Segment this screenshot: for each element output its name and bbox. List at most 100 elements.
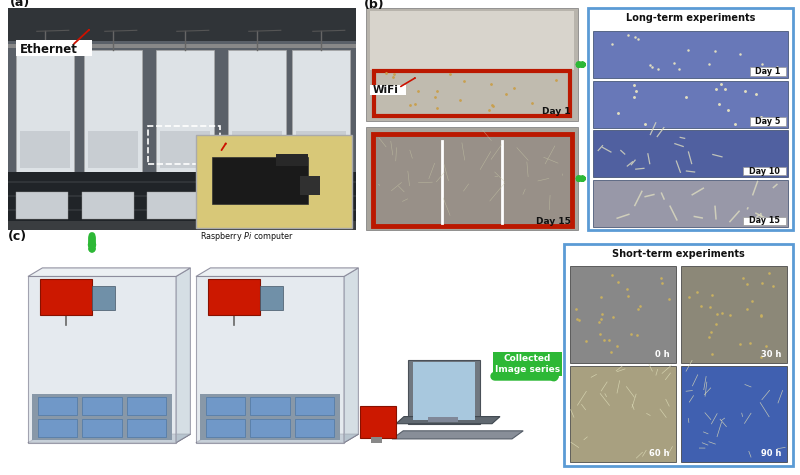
Bar <box>206 419 245 437</box>
Bar <box>370 85 406 95</box>
Bar <box>200 394 340 440</box>
Bar <box>206 397 245 415</box>
Polygon shape <box>28 268 190 276</box>
Bar <box>160 131 210 168</box>
Text: Day 15: Day 15 <box>535 217 570 226</box>
Bar <box>148 126 220 164</box>
Bar <box>374 71 570 116</box>
Bar <box>366 8 578 121</box>
Bar <box>593 130 788 177</box>
Bar <box>84 50 142 172</box>
Bar <box>276 154 308 166</box>
Bar <box>408 360 480 424</box>
Bar <box>743 217 786 225</box>
Text: Long-term experiments: Long-term experiments <box>626 13 755 23</box>
Bar <box>82 192 134 218</box>
Bar <box>371 437 382 443</box>
Bar <box>38 397 77 415</box>
Bar <box>40 279 92 315</box>
Bar <box>292 50 350 172</box>
Text: 60 h: 60 h <box>650 449 670 458</box>
Text: (a): (a) <box>10 0 30 9</box>
Polygon shape <box>392 431 523 439</box>
Text: Day 5: Day 5 <box>755 117 780 126</box>
Bar <box>681 366 787 462</box>
Bar <box>92 286 115 310</box>
Bar <box>570 366 675 462</box>
Bar <box>593 81 788 127</box>
Bar <box>16 40 92 56</box>
Text: Ethernet: Ethernet <box>20 43 78 56</box>
Text: (c): (c) <box>8 230 27 243</box>
Bar <box>428 417 458 422</box>
Bar <box>8 172 356 221</box>
Bar <box>16 192 68 218</box>
Bar <box>295 419 334 437</box>
Bar <box>750 67 786 76</box>
Polygon shape <box>196 434 358 443</box>
Bar <box>127 419 166 437</box>
Bar <box>82 397 122 415</box>
Bar <box>681 266 787 363</box>
Bar <box>228 50 286 172</box>
Bar <box>232 131 282 168</box>
Bar <box>88 131 138 168</box>
Text: Raspberry $\it{Pi}$ computer: Raspberry $\it{Pi}$ computer <box>200 230 294 243</box>
Bar <box>16 50 74 172</box>
Text: Day 15: Day 15 <box>749 217 780 225</box>
Bar <box>8 8 356 230</box>
Polygon shape <box>196 268 358 276</box>
Polygon shape <box>28 434 190 443</box>
Text: 30 h: 30 h <box>762 350 782 359</box>
Bar <box>593 180 788 227</box>
Bar <box>300 176 320 195</box>
Bar <box>147 192 199 218</box>
Polygon shape <box>28 276 176 443</box>
Bar <box>250 419 290 437</box>
Bar <box>413 362 475 420</box>
Bar <box>260 286 283 310</box>
Text: Short-term experiments: Short-term experiments <box>612 249 745 259</box>
Bar <box>360 406 396 438</box>
Polygon shape <box>196 276 344 443</box>
Text: Day 1: Day 1 <box>542 107 570 116</box>
Bar <box>127 397 166 415</box>
Bar <box>750 117 786 125</box>
Bar <box>196 135 352 228</box>
Bar <box>278 192 330 218</box>
Text: Day 10: Day 10 <box>749 167 780 176</box>
Bar <box>8 221 356 230</box>
Polygon shape <box>344 268 358 443</box>
Bar <box>82 419 122 437</box>
Bar <box>250 397 290 415</box>
Bar <box>296 131 346 168</box>
Text: Collected
Image series: Collected Image series <box>494 354 560 374</box>
Polygon shape <box>396 417 500 424</box>
Bar <box>8 209 356 211</box>
Bar <box>32 394 172 440</box>
Bar <box>208 279 260 315</box>
Bar <box>38 419 77 437</box>
Bar <box>593 31 788 78</box>
Bar <box>8 8 356 41</box>
Text: 90 h: 90 h <box>762 449 782 458</box>
Polygon shape <box>176 268 190 443</box>
Bar <box>588 8 793 230</box>
Text: 0 h: 0 h <box>655 350 670 359</box>
Bar <box>373 134 572 226</box>
Text: (b): (b) <box>364 0 385 11</box>
Bar <box>370 11 574 70</box>
Bar <box>20 131 70 168</box>
Text: WiFi: WiFi <box>373 85 398 95</box>
Bar <box>295 397 334 415</box>
Bar <box>212 157 308 204</box>
Bar <box>213 192 265 218</box>
Bar <box>156 50 214 172</box>
Bar <box>564 244 793 466</box>
Bar <box>366 127 578 230</box>
Text: Day 1: Day 1 <box>755 67 780 76</box>
Bar <box>8 180 356 183</box>
Bar <box>570 266 675 363</box>
Bar <box>8 44 356 48</box>
Bar <box>743 167 786 175</box>
